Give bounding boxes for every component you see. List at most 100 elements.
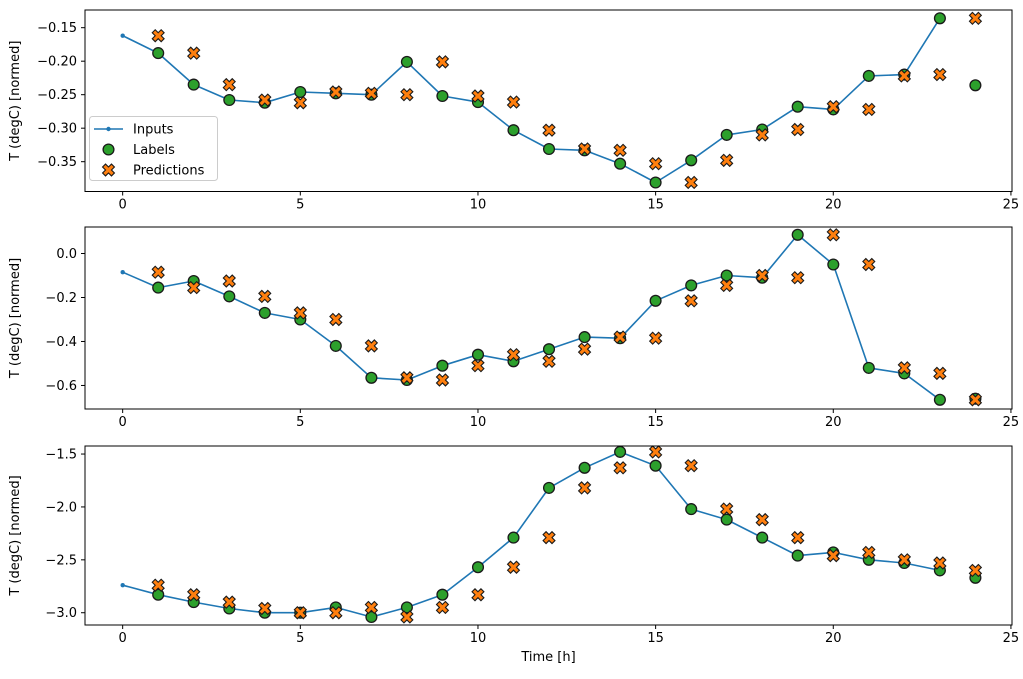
labels-circle-marker — [542, 343, 556, 356]
x-tick-label: 15 — [647, 198, 664, 213]
predictions-x-marker — [435, 373, 450, 387]
x-tick-label: 25 — [1003, 198, 1020, 213]
predictions-x-marker — [933, 556, 947, 570]
x-tick-label: 10 — [470, 415, 487, 430]
labels-circle-marker — [720, 269, 733, 282]
predictions-x-marker — [755, 128, 769, 142]
predictions-x-marker — [329, 606, 343, 620]
legend-labels-circle-icon — [102, 143, 115, 156]
predictions-x-marker — [364, 600, 379, 615]
predictions-x-marker — [471, 358, 485, 373]
legend-inputs-label: Inputs — [133, 123, 174, 138]
y-tick-label: −0.20 — [37, 55, 77, 70]
subplot-2: 0.0 −0.2 −0.4 −0.6 0 5 10 15 20 25 T (degC) [norme… — [8, 226, 1020, 430]
labels-circle-marker — [471, 561, 485, 574]
predictions-x-marker — [719, 153, 734, 168]
labels-circle-marker — [578, 331, 591, 344]
labels-circle-marker — [152, 588, 165, 601]
predictions-x-marker — [364, 86, 379, 101]
labels-circle-marker — [436, 359, 449, 372]
y-tick-label: −2.0 — [45, 500, 77, 515]
legend-labels-label: Labels — [133, 143, 175, 158]
y-tick-label: −1.5 — [45, 448, 77, 463]
labels-circle-marker — [436, 588, 449, 601]
x-tick-label: 0 — [119, 631, 127, 646]
labels-circle-marker — [542, 142, 556, 156]
predictions-x-marker — [364, 339, 379, 353]
inputs-dot-marker — [120, 33, 125, 38]
predictions-x-marker — [151, 265, 165, 279]
labels-circle-marker — [649, 176, 662, 189]
predictions-x-marker — [933, 366, 947, 381]
predictions-x-marker — [897, 69, 912, 83]
predictions-x-marker — [471, 89, 485, 103]
x-tick-label: 25 — [1003, 415, 1020, 430]
subplot-1: −0.15 −0.20 −0.25 −0.30 −0.35 0 5 10 15 20 25 T (de… — [8, 9, 1020, 213]
predictions-x-marker — [862, 545, 876, 560]
predictions-x-marker — [826, 100, 840, 114]
labels-circle-marker — [329, 339, 342, 352]
labels-circle-marker — [756, 531, 769, 544]
labels-circle-marker — [400, 601, 413, 614]
x-tick-label: 10 — [470, 631, 487, 646]
predictions-x-marker — [684, 175, 698, 190]
y-tick-label: 0.0 — [56, 247, 77, 262]
predictions-x-marker — [435, 55, 450, 69]
x-axis-label: Time [h] — [520, 650, 575, 665]
labels-circle-marker — [507, 124, 520, 137]
plot-area — [120, 228, 983, 407]
predictions-x-marker — [648, 156, 663, 171]
axes-spines — [84, 9, 1013, 192]
labels-circle-marker — [258, 306, 271, 319]
y-tick-label: −0.35 — [37, 155, 77, 170]
predictions-x-marker — [222, 274, 236, 288]
labels-circle-marker — [685, 154, 698, 167]
x-tick-label: 15 — [647, 631, 664, 646]
predictions-x-marker — [684, 294, 698, 308]
predictions-x-marker — [613, 461, 627, 475]
predictions-x-marker — [258, 93, 272, 107]
labels-circle-marker — [685, 503, 698, 516]
predictions-x-marker — [435, 600, 450, 615]
y-tick-label: −0.4 — [45, 335, 77, 350]
y-tick-label: −3.0 — [45, 606, 77, 621]
predictions-x-marker — [684, 458, 698, 473]
x-tick-label: 20 — [825, 631, 842, 646]
labels-circle-marker — [649, 459, 662, 472]
predictions-x-marker — [222, 595, 236, 609]
labels-circle-marker — [187, 78, 200, 91]
predictions-x-marker — [968, 563, 983, 578]
labels-circle-marker — [791, 100, 804, 113]
y-tick-label: −2.5 — [45, 553, 77, 568]
predictions-x-marker — [506, 347, 521, 362]
y-axis-label: T (degC) [normed] — [8, 475, 23, 596]
labels-circle-marker — [578, 461, 591, 474]
labels-circle-marker — [614, 445, 627, 458]
predictions-x-marker — [471, 588, 485, 602]
labels-circle-marker — [507, 531, 520, 544]
labels-circle-marker — [969, 79, 982, 92]
labels-circle-marker — [685, 279, 698, 292]
legend-box — [89, 116, 218, 181]
labels-circle-marker — [365, 610, 378, 624]
predictions-x-marker — [506, 95, 521, 109]
y-tick-label: −0.25 — [37, 88, 77, 103]
inputs-dot-marker — [120, 270, 125, 275]
inputs-line — [122, 234, 941, 401]
predictions-x-marker — [293, 606, 308, 620]
x-tick-label: 15 — [647, 415, 664, 430]
x-tick-label: 10 — [470, 198, 487, 213]
labels-circle-marker — [365, 371, 378, 384]
predictions-x-marker — [187, 280, 201, 295]
predictions-x-marker — [329, 312, 343, 327]
labels-circle-marker — [791, 228, 804, 241]
predictions-x-marker — [577, 342, 592, 356]
y-tick-label: −0.15 — [37, 21, 77, 36]
x-tick-label: 5 — [296, 631, 304, 646]
predictions-x-marker — [968, 11, 983, 26]
y-axis-label: T (degC) [normed] — [8, 41, 23, 162]
predictions-x-marker — [791, 122, 805, 137]
x-tick-label: 0 — [119, 415, 127, 430]
predictions-x-marker — [258, 289, 272, 304]
predictions-x-marker — [826, 228, 840, 242]
